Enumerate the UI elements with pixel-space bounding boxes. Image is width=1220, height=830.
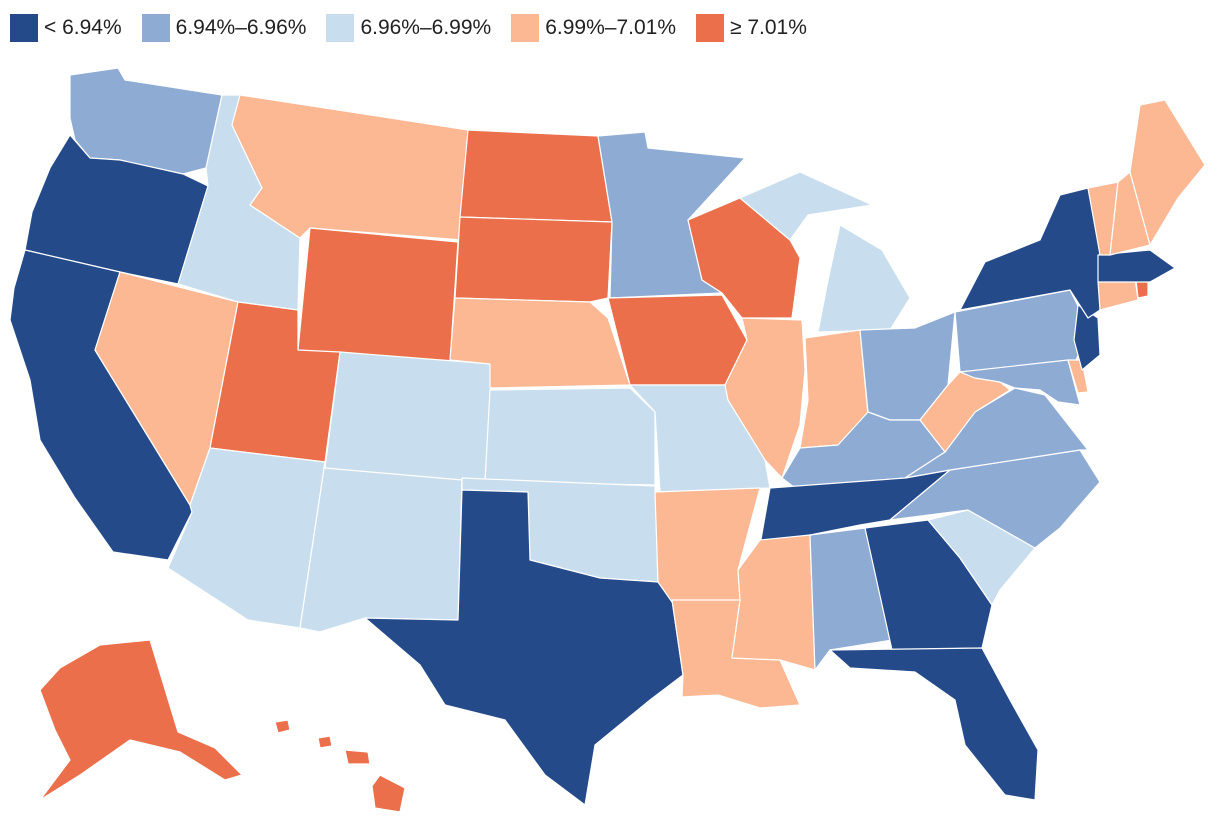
legend-swatch <box>511 14 540 42</box>
state-KS[interactable] <box>484 387 656 486</box>
map-legend: < 6.94% 6.94%–6.96% 6.96%–6.99% 6.99%–7.… <box>10 12 827 44</box>
state-NM[interactable] <box>299 461 463 633</box>
state-NJ[interactable] <box>1073 304 1101 371</box>
legend-swatch <box>10 14 38 42</box>
state-IL[interactable] <box>724 317 806 479</box>
legend-item-bin-4: 6.99%–7.01% <box>511 14 676 42</box>
state-AK[interactable] <box>39 639 243 801</box>
state-MA[interactable] <box>1097 249 1176 283</box>
legend-label: 6.99%–7.01% <box>545 16 676 39</box>
legend-label: < 6.94% <box>44 16 122 39</box>
legend-label: 6.96%–6.99% <box>360 16 492 39</box>
state-SD[interactable] <box>454 216 613 303</box>
state-AL[interactable] <box>809 527 893 671</box>
legend-swatch <box>141 14 170 42</box>
state-NE[interactable] <box>449 297 631 389</box>
legend-label: 6.94%–6.96% <box>175 16 307 39</box>
state-NC[interactable] <box>889 449 1101 549</box>
state-FL[interactable] <box>829 647 1039 801</box>
legend-item-bin-1: < 6.94% <box>10 14 122 42</box>
legend-swatch <box>326 14 355 42</box>
state-ME[interactable] <box>1129 99 1206 246</box>
state-CT[interactable] <box>1097 277 1139 311</box>
state-TX[interactable] <box>364 489 684 806</box>
state-WY[interactable] <box>297 227 459 363</box>
state-ND[interactable] <box>459 129 613 223</box>
legend-item-bin-3: 6.96%–6.99% <box>326 14 491 42</box>
legend-item-bin-2: 6.94%–6.96% <box>141 14 307 42</box>
state-CO[interactable] <box>324 351 493 483</box>
state-IA[interactable] <box>607 294 748 386</box>
legend-label: ≥ 7.01% <box>730 16 807 39</box>
state-RI[interactable] <box>1135 279 1149 299</box>
legend-item-bin-5: ≥ 7.01% <box>696 14 807 42</box>
state-MS[interactable] <box>731 534 816 671</box>
legend-swatch <box>696 14 724 42</box>
state-HI[interactable] <box>274 719 406 813</box>
